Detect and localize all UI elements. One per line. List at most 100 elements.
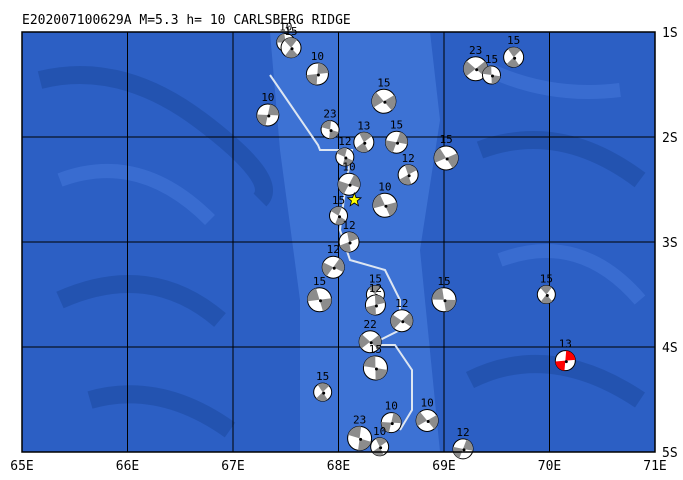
x-tick-label: 71E — [643, 459, 666, 474]
focal-mechanism — [536, 285, 556, 304]
focal-mechanism — [380, 412, 402, 434]
beachball-quadrants — [381, 412, 402, 433]
beachball-center — [369, 341, 373, 345]
y-tick-label: 5S — [662, 446, 678, 461]
beachball-center — [374, 304, 378, 308]
beachball-quadrants — [432, 287, 456, 312]
beachball-quadrants — [284, 37, 298, 58]
focal-mechanism — [481, 65, 501, 85]
beachball-center — [290, 47, 294, 51]
depth-label: 23 — [469, 44, 482, 57]
depth-label: 15 — [507, 34, 520, 47]
depth-label: 15 — [485, 53, 498, 66]
depth-label: 10 — [373, 425, 386, 438]
depth-label: 12 — [395, 297, 408, 310]
beachball-center — [384, 204, 388, 208]
depth-label: 22 — [364, 318, 377, 331]
depth-label: 13 — [559, 338, 572, 351]
beachball-center — [338, 215, 341, 219]
depth-label: 15 — [316, 370, 329, 383]
depth-label: 10 — [311, 50, 324, 63]
focal-mechanism — [335, 147, 355, 167]
beachball-quadrants — [540, 285, 553, 304]
depth-label: 10 — [420, 397, 433, 410]
depth-label: 12 — [327, 243, 340, 256]
beachball-quadrants — [321, 120, 339, 139]
depth-label: 23 — [353, 413, 366, 426]
beachball-center — [348, 241, 352, 245]
beachball-center — [445, 157, 449, 161]
y-tick-label: 4S — [662, 341, 678, 356]
beachball-center — [396, 141, 400, 145]
seafloor-texture — [37, 66, 646, 438]
focal-mechanism — [313, 382, 333, 402]
depth-label: 10 — [261, 91, 274, 104]
focal-mechanism — [362, 355, 388, 381]
beachball-center — [363, 141, 367, 145]
focal-mechanism — [452, 438, 474, 460]
beachball-center — [344, 156, 348, 160]
beachball-quadrants — [452, 439, 473, 459]
depth-label: 15 — [313, 275, 326, 288]
focal-mechanism — [305, 62, 329, 86]
beachball-center — [564, 360, 568, 364]
beachball-center — [490, 74, 494, 78]
beachball-center — [359, 437, 363, 441]
epicenter — [346, 191, 363, 207]
depth-label: 12 — [369, 282, 382, 295]
focal-mechanism — [256, 103, 280, 127]
focal-mechanism — [353, 131, 375, 153]
map-title: E202007100629A M=5.3 h= 10 CARLSBERG RID… — [22, 13, 351, 28]
depth-label: 12 — [402, 152, 415, 165]
focal-mechanism — [280, 37, 302, 59]
focal-mechanism — [503, 46, 525, 68]
y-tick-label: 1S — [662, 26, 678, 41]
beachball-center — [332, 266, 336, 270]
beachball-center — [383, 100, 387, 104]
focal-mechanism — [347, 425, 373, 451]
beachball-center — [329, 129, 333, 133]
focal-mechanism — [390, 309, 414, 333]
beachball-center — [348, 183, 352, 187]
focal-mechanism — [554, 350, 576, 372]
beachball-center — [401, 320, 405, 324]
depth-label: 10 — [342, 160, 355, 173]
beachball-center — [322, 391, 326, 395]
beachball-center — [426, 420, 430, 423]
depth-label: 15 — [369, 343, 382, 356]
depth-label: 15 — [332, 194, 345, 207]
beachball-quadrants — [482, 66, 501, 85]
beachball-quadrants — [348, 426, 372, 451]
depth-label: 15 — [369, 273, 382, 286]
focal-mechanism — [397, 164, 419, 186]
x-tick-label: 66E — [116, 459, 139, 474]
depth-label: 10 — [279, 21, 292, 34]
beachball-quadrants — [330, 206, 347, 225]
focal-mechanism — [431, 287, 457, 313]
x-tick-label: 67E — [221, 459, 244, 474]
focal-mechanism — [307, 287, 333, 313]
x-tick-label: 65E — [10, 459, 33, 474]
depth-label: 10 — [385, 400, 398, 413]
beachball-quadrants — [399, 164, 417, 185]
depth-label: 15 — [437, 275, 450, 288]
depth-label: 15 — [390, 118, 403, 131]
y-tick-label: 3S — [662, 236, 678, 251]
beachball-center — [379, 446, 383, 450]
x-tick-label: 70E — [538, 459, 561, 474]
focal-mechanism — [358, 330, 382, 354]
focal-mechanism — [371, 88, 397, 114]
beachball-center — [316, 73, 320, 77]
focal-mechanism — [385, 130, 409, 154]
y-tick-label: 2S — [662, 131, 678, 146]
depth-label: 12 — [456, 426, 469, 439]
focal-mechanism — [338, 231, 360, 253]
beachball-center — [374, 367, 378, 371]
x-tick-label: 68E — [327, 459, 350, 474]
focal-mechanism — [463, 56, 489, 82]
focal-mechanism — [372, 192, 398, 218]
beachball-center — [390, 422, 394, 426]
focal-mechanism — [329, 206, 348, 226]
x-tick-label: 69E — [432, 459, 455, 474]
